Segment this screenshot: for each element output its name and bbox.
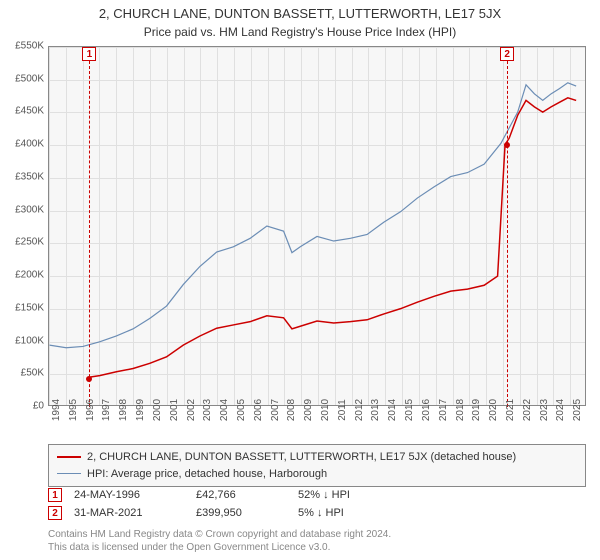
datapoints-table: 1 24-MAY-1996 £42,766 52% ↓ HPI 2 31-MAR-2021… — [48, 486, 586, 522]
legend-label: 2, CHURCH LANE, DUNTON BASSETT, LUTTERWO… — [87, 449, 516, 466]
y-tick-label: £350K — [15, 171, 44, 182]
datapoint-date: 24-MAY-1996 — [74, 489, 184, 501]
x-tick-label: 2003 — [202, 399, 213, 421]
y-tick-label: £250K — [15, 237, 44, 248]
x-tick-label: 2010 — [320, 399, 331, 421]
footer-line-2: This data is licensed under the Open Gov… — [48, 541, 586, 554]
x-tick-label: 2011 — [337, 399, 348, 421]
marker-line — [507, 61, 508, 407]
marker-box: 2 — [500, 47, 514, 61]
plot-area: 12 — [48, 46, 586, 406]
footer-line-1: Contains HM Land Registry data © Crown c… — [48, 528, 586, 541]
x-tick-label: 2015 — [404, 399, 415, 421]
y-tick-label: £200K — [15, 270, 44, 281]
chart-title: 2, CHURCH LANE, DUNTON BASSETT, LUTTERWO… — [0, 0, 600, 23]
y-tick-label: £300K — [15, 204, 44, 215]
x-tick-label: 2009 — [303, 399, 314, 421]
x-tick-label: 2024 — [555, 399, 566, 421]
x-tick-label: 2006 — [253, 399, 264, 421]
datapoint-date: 31-MAR-2021 — [74, 507, 184, 519]
series-line-hpi — [49, 83, 576, 348]
x-tick-label: 2022 — [522, 399, 533, 421]
legend-item: HPI: Average price, detached house, Harb… — [57, 466, 577, 483]
footer-attribution: Contains HM Land Registry data © Crown c… — [48, 528, 586, 554]
datapoint-pct: 5% ↓ HPI — [298, 507, 344, 519]
marker-dot — [504, 142, 510, 148]
x-tick-label: 2014 — [387, 399, 398, 421]
x-tick-label: 1996 — [85, 399, 96, 421]
x-tick-label: 2000 — [152, 399, 163, 421]
y-tick-label: £500K — [15, 73, 44, 84]
chart-container: 2, CHURCH LANE, DUNTON BASSETT, LUTTERWO… — [0, 0, 600, 560]
x-tick-label: 1994 — [51, 399, 62, 421]
x-tick-label: 2016 — [421, 399, 432, 421]
y-tick-label: £100K — [15, 335, 44, 346]
y-tick-label: £50K — [21, 368, 44, 379]
legend-swatch — [57, 473, 81, 474]
x-tick-label: 2002 — [186, 399, 197, 421]
legend-label: HPI: Average price, detached house, Harb… — [87, 466, 327, 483]
datapoint-pct: 52% ↓ HPI — [298, 489, 350, 501]
x-tick-label: 2005 — [236, 399, 247, 421]
x-tick-label: 2004 — [219, 399, 230, 421]
x-tick-label: 2023 — [539, 399, 550, 421]
marker-box: 1 — [82, 47, 96, 61]
x-tick-label: 2017 — [438, 399, 449, 421]
marker-line — [89, 61, 90, 407]
datapoint-marker: 2 — [48, 506, 62, 520]
y-tick-label: £550K — [15, 41, 44, 52]
marker-dot — [86, 376, 92, 382]
y-tick-label: £450K — [15, 106, 44, 117]
legend-swatch — [57, 456, 81, 458]
datapoint-price: £42,766 — [196, 489, 286, 501]
x-tick-label: 2001 — [169, 399, 180, 421]
datapoint-marker: 1 — [48, 488, 62, 502]
datapoint-row: 2 31-MAR-2021 £399,950 5% ↓ HPI — [48, 504, 586, 522]
y-tick-label: £400K — [15, 139, 44, 150]
x-tick-label: 2021 — [505, 399, 516, 421]
x-tick-label: 2019 — [471, 399, 482, 421]
x-tick-label: 1999 — [135, 399, 146, 421]
x-tick-label: 1995 — [68, 399, 79, 421]
line-series-svg — [49, 47, 585, 405]
y-tick-label: £150K — [15, 302, 44, 313]
legend-item: 2, CHURCH LANE, DUNTON BASSETT, LUTTERWO… — [57, 449, 577, 466]
y-tick-label: £0 — [33, 401, 44, 412]
x-tick-label: 2018 — [455, 399, 466, 421]
x-tick-label: 2020 — [488, 399, 499, 421]
x-tick-label: 1998 — [118, 399, 129, 421]
datapoint-row: 1 24-MAY-1996 £42,766 52% ↓ HPI — [48, 486, 586, 504]
legend-box: 2, CHURCH LANE, DUNTON BASSETT, LUTTERWO… — [48, 444, 586, 487]
x-tick-label: 2025 — [572, 399, 583, 421]
x-tick-label: 2012 — [354, 399, 365, 421]
x-tick-label: 2008 — [286, 399, 297, 421]
x-tick-label: 1997 — [101, 399, 112, 421]
x-tick-label: 2013 — [370, 399, 381, 421]
datapoint-price: £399,950 — [196, 507, 286, 519]
chart-subtitle: Price paid vs. HM Land Registry's House … — [0, 23, 600, 39]
x-tick-label: 2007 — [270, 399, 281, 421]
